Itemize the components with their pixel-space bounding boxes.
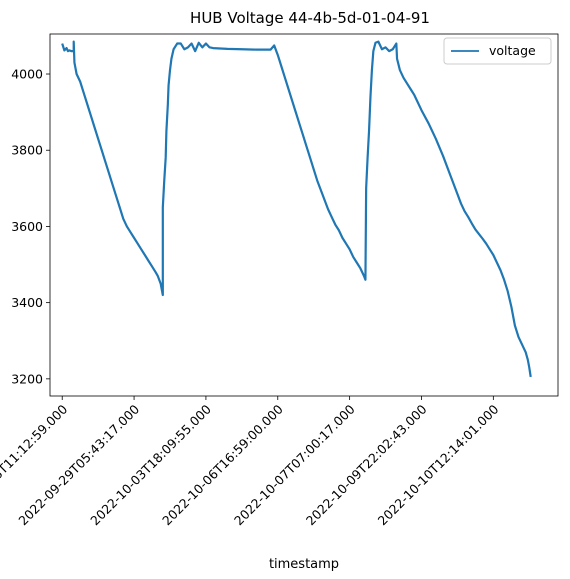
plot-frame bbox=[49, 33, 559, 397]
y-tick-label-3400: 3400 bbox=[11, 295, 43, 310]
y-tick-label-4000: 4000 bbox=[11, 67, 43, 82]
series-layer bbox=[61, 40, 532, 378]
series-line-voltage bbox=[61, 40, 532, 378]
x-axis-label: timestamp bbox=[269, 557, 339, 572]
y-tick-label-3800: 3800 bbox=[11, 143, 43, 158]
legend-label-voltage: voltage bbox=[489, 43, 536, 58]
y-tick-label-3200: 3200 bbox=[11, 371, 43, 386]
legend: voltage bbox=[443, 37, 552, 65]
y-axis: 3200 3400 3600 3800 4000 bbox=[11, 67, 50, 386]
legend-box bbox=[443, 37, 552, 65]
chart-title: HUB Voltage 44-4b-5d-01-04-91 bbox=[190, 9, 430, 27]
y-tick-label-3600: 3600 bbox=[11, 219, 43, 234]
